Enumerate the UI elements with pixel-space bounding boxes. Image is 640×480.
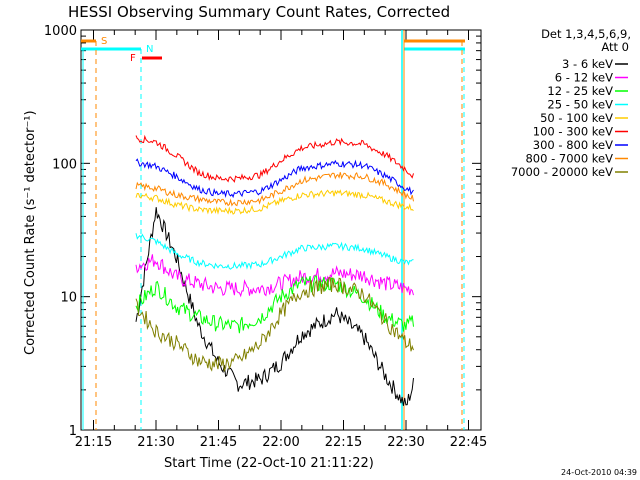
x-tick-label: 22:30 bbox=[387, 435, 424, 450]
x-tick-label: 21:45 bbox=[200, 435, 237, 450]
series-line-6 bbox=[135, 158, 414, 199]
series-line-0 bbox=[135, 207, 414, 406]
series-line-7 bbox=[135, 171, 414, 207]
legend-entry-label: 800 - 7000 keV bbox=[525, 152, 613, 166]
x-tick-label: 22:15 bbox=[325, 435, 362, 450]
legend-entry-label: 25 - 50 keV bbox=[547, 98, 613, 112]
x-tick-label: 22:00 bbox=[262, 435, 299, 450]
series-line-5 bbox=[135, 134, 414, 183]
x-axis: 21:15 21:30 21:45 22:00 22:15 22:30 22:45 bbox=[75, 30, 487, 450]
chart-title: HESSI Observing Summary Count Rates, Cor… bbox=[68, 3, 450, 21]
x-tick-label: 21:30 bbox=[137, 435, 174, 450]
legend-entry-label: 300 - 800 keV bbox=[533, 138, 613, 152]
flare-flag-label: F bbox=[130, 53, 136, 64]
legend-entry-label: 50 - 100 keV bbox=[540, 111, 613, 125]
legend-entry-label: 100 - 300 keV bbox=[533, 125, 613, 139]
saa-flag-label: S bbox=[101, 36, 107, 47]
series-line-3 bbox=[135, 233, 414, 270]
series-line-1 bbox=[135, 254, 414, 298]
series-line-8 bbox=[135, 277, 414, 373]
y-tick-label: 100 bbox=[52, 157, 77, 172]
y-axis: 1 10 100 1000 bbox=[44, 24, 481, 439]
y-tick-label: 10 bbox=[60, 291, 77, 306]
legend-title-line-1: Det 1,3,4,5,6,9, bbox=[541, 27, 631, 41]
night-flag-label: N bbox=[146, 44, 153, 55]
x-tick-label: 21:15 bbox=[75, 435, 112, 450]
y-axis-label: Corrected Count Rate (s⁻¹ detector⁻¹) bbox=[23, 110, 38, 355]
y-tick-label: 1000 bbox=[44, 24, 77, 39]
series-line-4 bbox=[135, 189, 414, 215]
x-tick-label: 22:45 bbox=[450, 435, 487, 450]
legend-entry-label: 7000 - 20000 keV bbox=[511, 165, 613, 179]
x-axis-label: Start Time (22-Oct-10 21:11:22) bbox=[164, 456, 374, 471]
timestamp: 24-Oct-2010 04:39 bbox=[561, 468, 637, 477]
legend-entry-label: 3 - 6 keV bbox=[562, 57, 613, 71]
legend-entry-label: 6 - 12 keV bbox=[555, 71, 613, 85]
legend-title-line-2: Att 0 bbox=[601, 40, 629, 54]
series-line-2 bbox=[135, 275, 414, 334]
legend-entry-label: 12 - 25 keV bbox=[547, 84, 613, 98]
y-tick-label: 1 bbox=[69, 424, 77, 439]
series-lines bbox=[135, 134, 414, 406]
